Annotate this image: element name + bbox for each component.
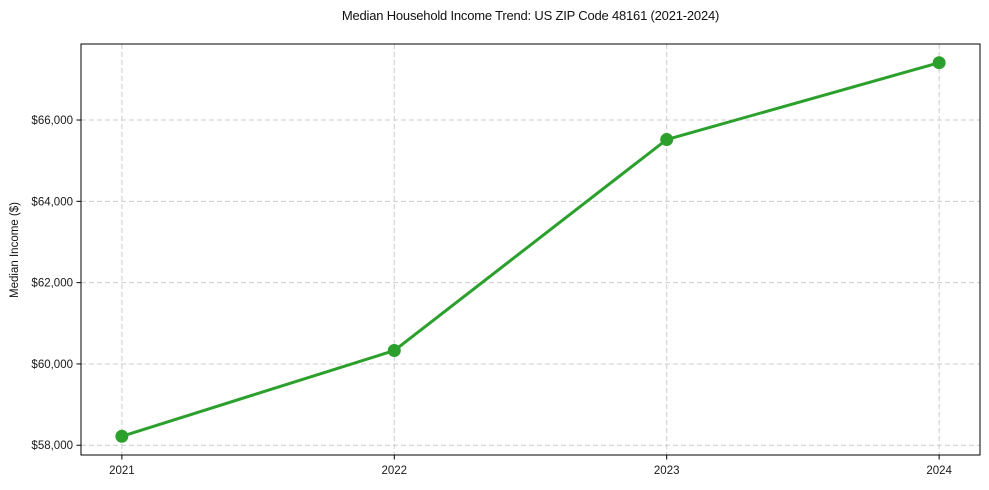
data-point-2021 (115, 429, 129, 443)
data-point-2024 (932, 56, 946, 70)
y-tick-label: $58,000 (31, 440, 73, 452)
y-tick-label: $66,000 (31, 115, 73, 127)
y-tick-label: $60,000 (31, 359, 73, 371)
data-point-2023 (660, 133, 674, 147)
income-trend-line (120, 61, 941, 438)
y-tick-label: $62,000 (31, 278, 73, 290)
y-tick-label: $64,000 (31, 196, 73, 208)
x-tick-label: 2024 (926, 465, 952, 477)
chart-title: Median Household Income Trend: US ZIP Co… (341, 8, 720, 23)
plot-border (80, 43, 981, 456)
data-point-2022 (387, 344, 401, 358)
x-tick-label: 2022 (381, 465, 407, 477)
x-tick-label: 2023 (654, 465, 680, 477)
x-tick-label: 2021 (109, 465, 135, 477)
